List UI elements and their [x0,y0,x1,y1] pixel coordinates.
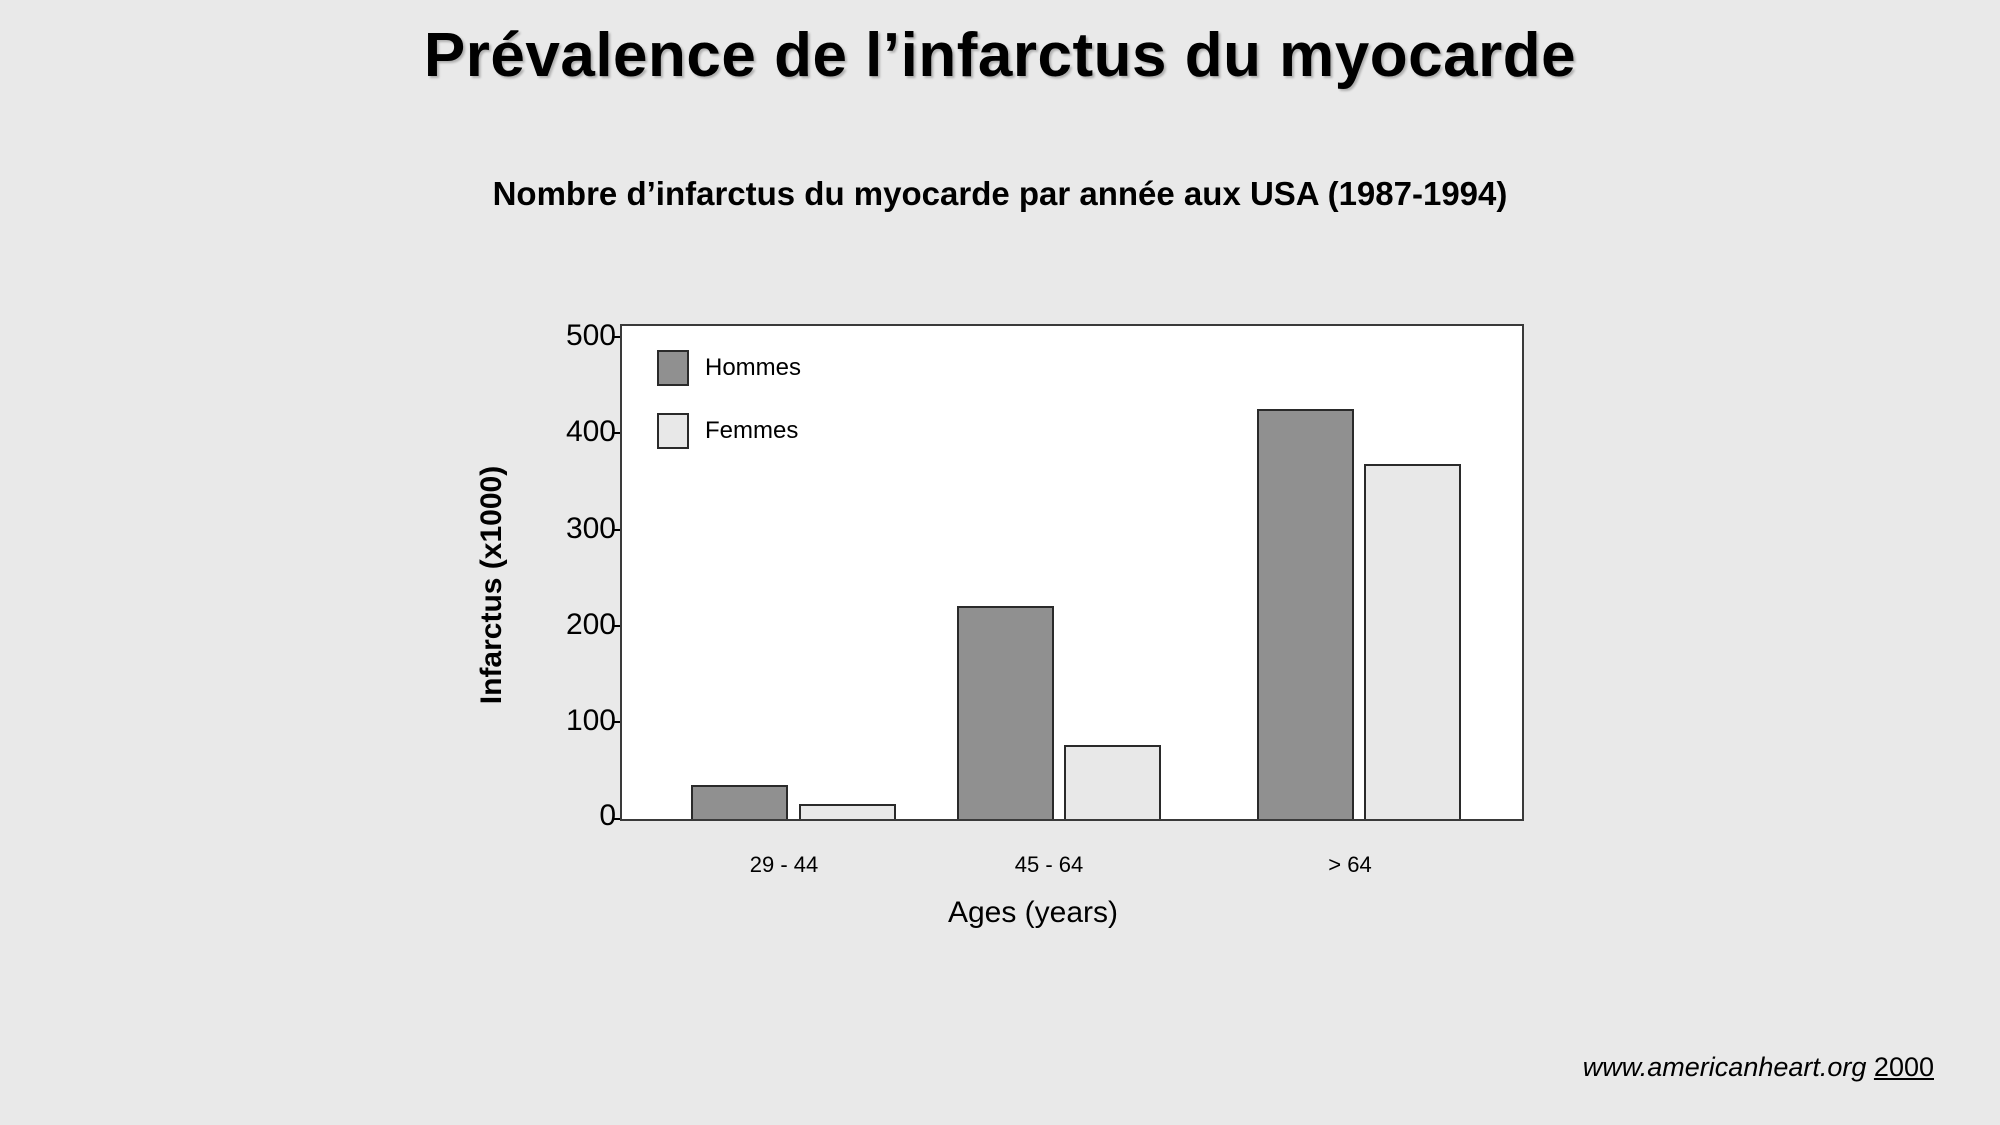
y-tick-mark [612,625,620,627]
y-tick-500: 500 [565,319,616,352]
y-tick-300: 300 [565,512,616,545]
plot-area: Hommes Femmes [620,324,1524,821]
legend-item-hommes: Hommes [657,350,801,386]
y-axis-label: Infarctus (x1000) [475,465,508,705]
y-tick-mark [612,529,620,531]
chart-title: Nombre d’infarctus du myocarde par année… [492,175,1508,212]
y-tick-100: 100 [565,704,616,737]
y-tick-mark [612,721,620,723]
bar-hommes-45-64 [957,606,1054,819]
bar-femmes-45-64 [1064,745,1161,819]
x-tick-29-44: 29 - 44 [749,852,819,877]
source-year: 2000 [1873,1052,1934,1082]
y-tick-mark [612,336,620,338]
legend-label: Hommes [705,354,802,381]
y-tick-0: 0 [599,799,616,832]
legend-label: Femmes [705,417,799,444]
source-link[interactable]: www.americanheart.org [1582,1052,1867,1082]
bar-hommes-gt-64 [1257,409,1354,819]
y-tick-mark [612,432,620,434]
slide-title: Prévalence de l’infarctus du myocarde [423,21,1577,90]
x-tick-gt-64: > 64 [1328,852,1372,877]
x-tick-45-64: 45 - 64 [1014,852,1084,877]
bar-femmes-gt-64 [1364,464,1461,819]
bar-femmes-29-44 [799,804,896,819]
y-tick-200: 200 [565,608,616,641]
legend-swatch-femmes [657,413,689,449]
legend-swatch-hommes [657,350,689,386]
y-tick-mark [612,818,620,820]
legend-item-femmes: Femmes [657,413,798,449]
bar-hommes-29-44 [691,785,788,819]
x-axis-label: Ages (years) [947,896,1119,929]
y-tick-400: 400 [565,415,616,448]
source-citation: www.americanheart.org 2000 [1583,1052,1934,1083]
